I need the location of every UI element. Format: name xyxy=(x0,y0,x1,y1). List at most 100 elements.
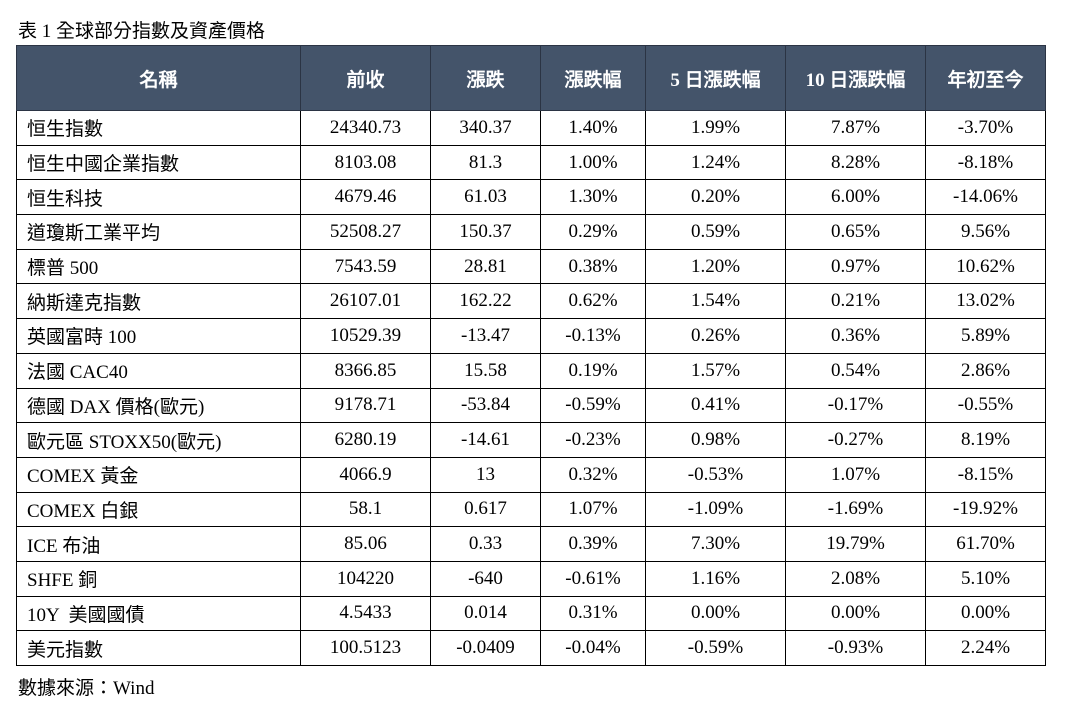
header-cell: 漲跌 xyxy=(430,45,541,111)
table-cell: -14.61 xyxy=(430,422,541,458)
table-cell: -1.69% xyxy=(785,491,926,528)
table-cell: 26107.01 xyxy=(300,283,431,320)
data-table: 名稱 前收 漲跌 漲跌幅 5 日漲跌幅 10 日漲跌幅 年初至今 恒生指數 24340.73 3… xyxy=(16,45,1046,666)
table-cell: 24340.73 xyxy=(300,110,431,146)
header-cell: 5 日漲跌幅 xyxy=(645,45,786,111)
table-head: 名稱 前收 漲跌 漲跌幅 5 日漲跌幅 10 日漲跌幅 年初至今 xyxy=(16,45,1046,111)
table-cell: 1.07% xyxy=(785,456,926,493)
header-cell: 前收 xyxy=(300,45,431,111)
row-label: 歐元區 STOXX50(歐元) xyxy=(16,422,301,458)
table-cell: -1.09% xyxy=(645,491,786,528)
table-cell: 6.00% xyxy=(785,179,926,216)
table-cell: 81.3 xyxy=(430,144,541,181)
table-cell: -0.59% xyxy=(540,387,646,424)
table-cell: -0.23% xyxy=(540,422,646,458)
table-row: 道瓊斯工業平均 52508.27 150.37 0.29% 0.59% 0.65% 9.56… xyxy=(16,214,1046,250)
table-cell: 9.56% xyxy=(925,214,1046,250)
row-label: 德國 DAX 價格(歐元) xyxy=(16,387,301,424)
table-cell: 10529.39 xyxy=(300,318,431,354)
table-cell: 0.41% xyxy=(645,387,786,424)
table-cell: 1.99% xyxy=(645,110,786,146)
table-cell: 8.28% xyxy=(785,144,926,181)
table-cell: 0.98% xyxy=(645,422,786,458)
table-cell: 1.24% xyxy=(645,144,786,181)
table-cell: 8366.85 xyxy=(300,352,431,389)
row-label: 10Y 美國國債 xyxy=(16,595,301,632)
table-cell: -0.27% xyxy=(785,422,926,458)
header-row: 名稱 前收 漲跌 漲跌幅 5 日漲跌幅 10 日漲跌幅 年初至今 xyxy=(16,45,1046,111)
row-label: ICE 布油 xyxy=(16,526,301,562)
table-cell: 0.32% xyxy=(540,456,646,493)
table-cell: -14.06% xyxy=(925,179,1046,216)
table-cell: -640 xyxy=(430,560,541,597)
table-cell: -19.92% xyxy=(925,491,1046,528)
table-cell: 0.39% xyxy=(540,526,646,562)
row-label: 標普 500 xyxy=(16,248,301,285)
table-cell: 0.19% xyxy=(540,352,646,389)
table-cell: 100.5123 xyxy=(300,630,431,666)
table-cell: 7.30% xyxy=(645,526,786,562)
table-cell: 0.014 xyxy=(430,595,541,632)
table-cell: 4679.46 xyxy=(300,179,431,216)
table-cell: -0.93% xyxy=(785,630,926,666)
table-cell: -0.04% xyxy=(540,630,646,666)
table-cell: 10.62% xyxy=(925,248,1046,285)
row-label: 恒生科技 xyxy=(16,179,301,216)
table-cell: 61.03 xyxy=(430,179,541,216)
table-cell: 58.1 xyxy=(300,491,431,528)
table-cell: 1.16% xyxy=(645,560,786,597)
row-label: 恒生中國企業指數 xyxy=(16,144,301,181)
table-cell: -13.47 xyxy=(430,318,541,354)
table-cell: 13.02% xyxy=(925,283,1046,320)
row-label: SHFE 銅 xyxy=(16,560,301,597)
row-label: 法國 CAC40 xyxy=(16,352,301,389)
table-cell: 7543.59 xyxy=(300,248,431,285)
header-cell: 漲跌幅 xyxy=(540,45,646,111)
table-cell: 104220 xyxy=(300,560,431,597)
row-label: 美元指數 xyxy=(16,630,301,666)
table-row: COMEX 黃金 4066.9 13 0.32% -0.53% 1.07% -8.15% xyxy=(16,456,1046,493)
table-row: 納斯達克指數 26107.01 162.22 0.62% 1.54% 0.21% 13.02… xyxy=(16,283,1046,320)
table-caption: 表 1 全球部分指數及資產價格 xyxy=(18,21,266,42)
table-cell: 6280.19 xyxy=(300,422,431,458)
table-row: 恒生科技 4679.46 61.03 1.30% 0.20% 6.00% -14.06% xyxy=(16,179,1046,216)
table-cell: 28.81 xyxy=(430,248,541,285)
table-row: 標普 500 7543.59 28.81 0.38% 1.20% 0.97% 10.62% xyxy=(16,248,1046,285)
table-cell: 1.54% xyxy=(645,283,786,320)
table-cell: 1.07% xyxy=(540,491,646,528)
table-row: 德國 DAX 價格(歐元) 9178.71 -53.84 -0.59% 0.41% -0.… xyxy=(16,387,1046,424)
header-cell: 10 日漲跌幅 xyxy=(785,45,926,111)
table-row: 10Y 美國國債 4.5433 0.014 0.31% 0.00% 0.00% 0.00% xyxy=(16,595,1046,632)
table-cell: 8103.08 xyxy=(300,144,431,181)
table-cell: 0.38% xyxy=(540,248,646,285)
table-cell: 1.30% xyxy=(540,179,646,216)
table-cell: 2.86% xyxy=(925,352,1046,389)
table-cell: -0.13% xyxy=(540,318,646,354)
table-cell: 5.10% xyxy=(925,560,1046,597)
table-row: 歐元區 STOXX50(歐元) 6280.19 -14.61 -0.23% 0.98% -… xyxy=(16,422,1046,458)
row-label: COMEX 白銀 xyxy=(16,491,301,528)
table-cell: 0.00% xyxy=(925,595,1046,632)
table-cell: 0.97% xyxy=(785,248,926,285)
table-cell: -8.15% xyxy=(925,456,1046,493)
table-cell: 8.19% xyxy=(925,422,1046,458)
table-cell: -8.18% xyxy=(925,144,1046,181)
table-cell: -0.0409 xyxy=(430,630,541,666)
table-cell: 0.36% xyxy=(785,318,926,354)
table-cell: -0.55% xyxy=(925,387,1046,424)
table-row: 英國富時 100 10529.39 -13.47 -0.13% 0.26% 0.36% 5.… xyxy=(16,318,1046,354)
table-cell: 15.58 xyxy=(430,352,541,389)
table-cell: 0.65% xyxy=(785,214,926,250)
table-cell: -0.17% xyxy=(785,387,926,424)
header-cell: 名稱 xyxy=(16,45,301,111)
table-cell: -0.61% xyxy=(540,560,646,597)
table-cell: 0.00% xyxy=(645,595,786,632)
table-cell: 7.87% xyxy=(785,110,926,146)
table-cell: 0.59% xyxy=(645,214,786,250)
table-cell: 0.26% xyxy=(645,318,786,354)
table-cell: 4066.9 xyxy=(300,456,431,493)
table-cell: 0.00% xyxy=(785,595,926,632)
table-cell: 2.24% xyxy=(925,630,1046,666)
header-cell: 年初至今 xyxy=(925,45,1046,111)
